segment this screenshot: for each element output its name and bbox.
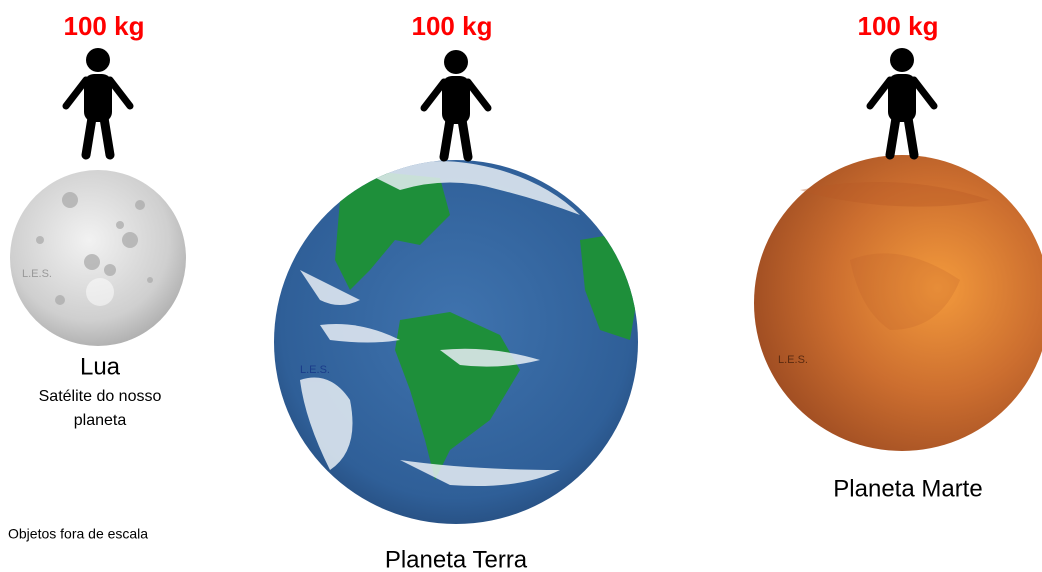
person	[424, 50, 488, 157]
person	[870, 48, 934, 155]
weight: 100 kg	[64, 11, 145, 41]
body-name: Planeta Terra	[385, 546, 528, 572]
subtitle: Satélite do nosso	[39, 388, 162, 405]
mars: L.E.S.	[754, 155, 1042, 451]
weight: 100 kg	[858, 11, 939, 41]
person	[66, 48, 130, 155]
body-name: Planeta Marte	[833, 475, 982, 502]
subtitle: planeta	[74, 412, 127, 429]
note: Objetos fora de escala	[8, 526, 148, 542]
moon: L.E.S.	[10, 170, 186, 346]
watermark: L.E.S.	[22, 268, 52, 280]
watermark: L.E.S.	[300, 364, 330, 376]
watermark: L.E.S.	[778, 354, 808, 366]
body-name: Lua	[80, 353, 121, 380]
earth: L.E.S.	[274, 160, 638, 524]
weight: 100 kg	[412, 11, 493, 41]
